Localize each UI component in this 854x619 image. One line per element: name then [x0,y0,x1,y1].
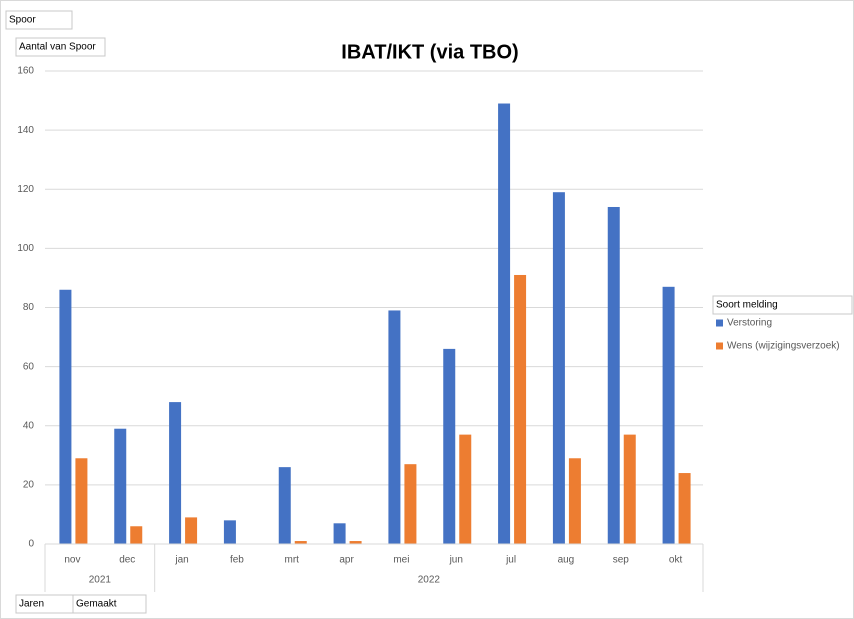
value-button-label[interactable]: Aantal van Spoor [19,42,96,53]
bar [404,464,417,544]
axis-button-label[interactable]: Gemaakt [76,599,117,610]
x-tick-label: sep [613,555,630,566]
y-tick-label: 140 [17,125,34,136]
y-tick-label: 40 [23,420,35,431]
legend-swatch [716,342,723,350]
bar [185,517,198,544]
y-tick-label: 0 [28,539,34,550]
bar [607,206,620,545]
x-tick-label: aug [558,555,575,566]
x-tick-label: mei [393,555,409,566]
bar [169,402,182,544]
y-tick-label: 80 [23,302,35,313]
bar [294,541,307,544]
x-tick-label: jan [174,555,188,566]
bar [114,428,127,544]
axis-button[interactable] [72,594,147,614]
y-tick-label: 100 [17,243,34,254]
bar [514,274,527,544]
x-tick-label: jul [505,555,516,566]
bar [59,289,72,544]
bar [459,434,472,544]
value-button[interactable] [15,37,106,57]
legend-title: Soort melding [716,300,778,311]
bar [75,458,88,544]
filter-button-label[interactable]: Spoor [9,15,36,26]
bar [568,458,581,544]
legend-label: Wens (wijzigingsverzoek) [727,341,840,352]
bar [443,348,456,544]
group-label: 2021 [89,575,112,586]
bar [333,523,346,544]
bar [662,286,675,544]
filter-button[interactable] [5,10,73,30]
x-tick-label: feb [230,555,244,566]
bar [388,310,401,544]
bar [278,467,291,544]
y-tick-label: 20 [23,480,35,491]
legend-swatch [716,319,723,327]
legend-label: Verstoring [727,318,772,329]
bar [678,473,691,544]
y-tick-label: 120 [17,184,34,195]
x-tick-label: okt [669,555,683,566]
axis-button-label[interactable]: Jaren [19,599,44,610]
bar [498,103,511,545]
group-label: 2022 [418,575,441,586]
bar [349,541,362,544]
bar [552,192,565,545]
x-tick-label: mrt [285,555,300,566]
bar [130,526,143,544]
y-tick-label: 60 [23,361,35,372]
chart-title: IBAT/IKT (via TBO) [341,41,518,63]
x-tick-label: dec [119,555,135,566]
bar [623,434,636,544]
bar [223,520,236,544]
y-tick-label: 160 [17,66,34,77]
legend-title-box [712,295,853,315]
x-tick-label: nov [64,555,80,566]
x-tick-label: apr [339,555,354,566]
x-tick-label: jun [449,555,463,566]
